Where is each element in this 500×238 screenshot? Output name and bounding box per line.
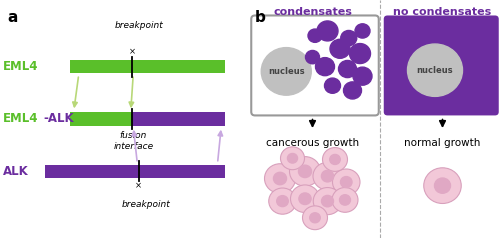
FancyBboxPatch shape — [70, 113, 132, 126]
Circle shape — [280, 147, 304, 170]
Circle shape — [355, 24, 370, 38]
Circle shape — [322, 148, 347, 171]
Circle shape — [350, 44, 370, 64]
Circle shape — [269, 188, 296, 214]
Text: breakpoint: breakpoint — [115, 21, 164, 30]
Circle shape — [310, 213, 320, 223]
Text: condensates: condensates — [273, 7, 352, 17]
FancyBboxPatch shape — [70, 60, 225, 73]
Circle shape — [434, 178, 450, 193]
Circle shape — [308, 29, 322, 42]
Circle shape — [322, 170, 334, 182]
FancyBboxPatch shape — [45, 165, 225, 178]
Circle shape — [313, 188, 342, 215]
FancyBboxPatch shape — [384, 15, 499, 115]
Circle shape — [322, 195, 334, 207]
Circle shape — [340, 177, 352, 188]
Circle shape — [317, 21, 338, 41]
Text: ALK: ALK — [2, 165, 28, 178]
Circle shape — [299, 193, 311, 204]
Circle shape — [290, 157, 320, 186]
Text: EML4: EML4 — [2, 113, 38, 125]
Circle shape — [288, 154, 298, 163]
Text: nucleus: nucleus — [268, 67, 304, 76]
Text: -ALK: -ALK — [44, 113, 74, 125]
Text: no condensates: no condensates — [394, 7, 492, 17]
Circle shape — [353, 67, 372, 85]
Text: b: b — [255, 10, 266, 25]
Text: breakpoint: breakpoint — [122, 200, 170, 209]
Text: ×: × — [135, 181, 142, 190]
Circle shape — [313, 162, 342, 190]
Circle shape — [302, 206, 328, 230]
Circle shape — [408, 44, 463, 96]
Circle shape — [424, 168, 461, 203]
Circle shape — [332, 188, 358, 212]
Circle shape — [316, 58, 334, 76]
Circle shape — [290, 185, 320, 213]
Circle shape — [324, 78, 340, 93]
Text: cancerous growth: cancerous growth — [266, 138, 359, 148]
Text: fusion
interface: fusion interface — [113, 131, 154, 151]
Circle shape — [341, 30, 357, 46]
Circle shape — [274, 172, 286, 185]
Circle shape — [264, 164, 296, 193]
Circle shape — [332, 169, 360, 195]
FancyBboxPatch shape — [252, 15, 379, 115]
Circle shape — [340, 195, 350, 205]
Text: EML4: EML4 — [2, 60, 38, 73]
Circle shape — [306, 50, 320, 64]
Text: a: a — [8, 10, 18, 25]
Circle shape — [330, 39, 350, 58]
FancyBboxPatch shape — [132, 113, 225, 126]
Circle shape — [261, 48, 311, 95]
Circle shape — [276, 196, 288, 207]
Circle shape — [338, 60, 356, 78]
Circle shape — [330, 154, 340, 164]
Text: ×: × — [128, 48, 136, 56]
Text: normal growth: normal growth — [404, 138, 480, 148]
Circle shape — [344, 82, 361, 99]
Text: nucleus: nucleus — [416, 66, 454, 75]
Circle shape — [298, 165, 312, 178]
